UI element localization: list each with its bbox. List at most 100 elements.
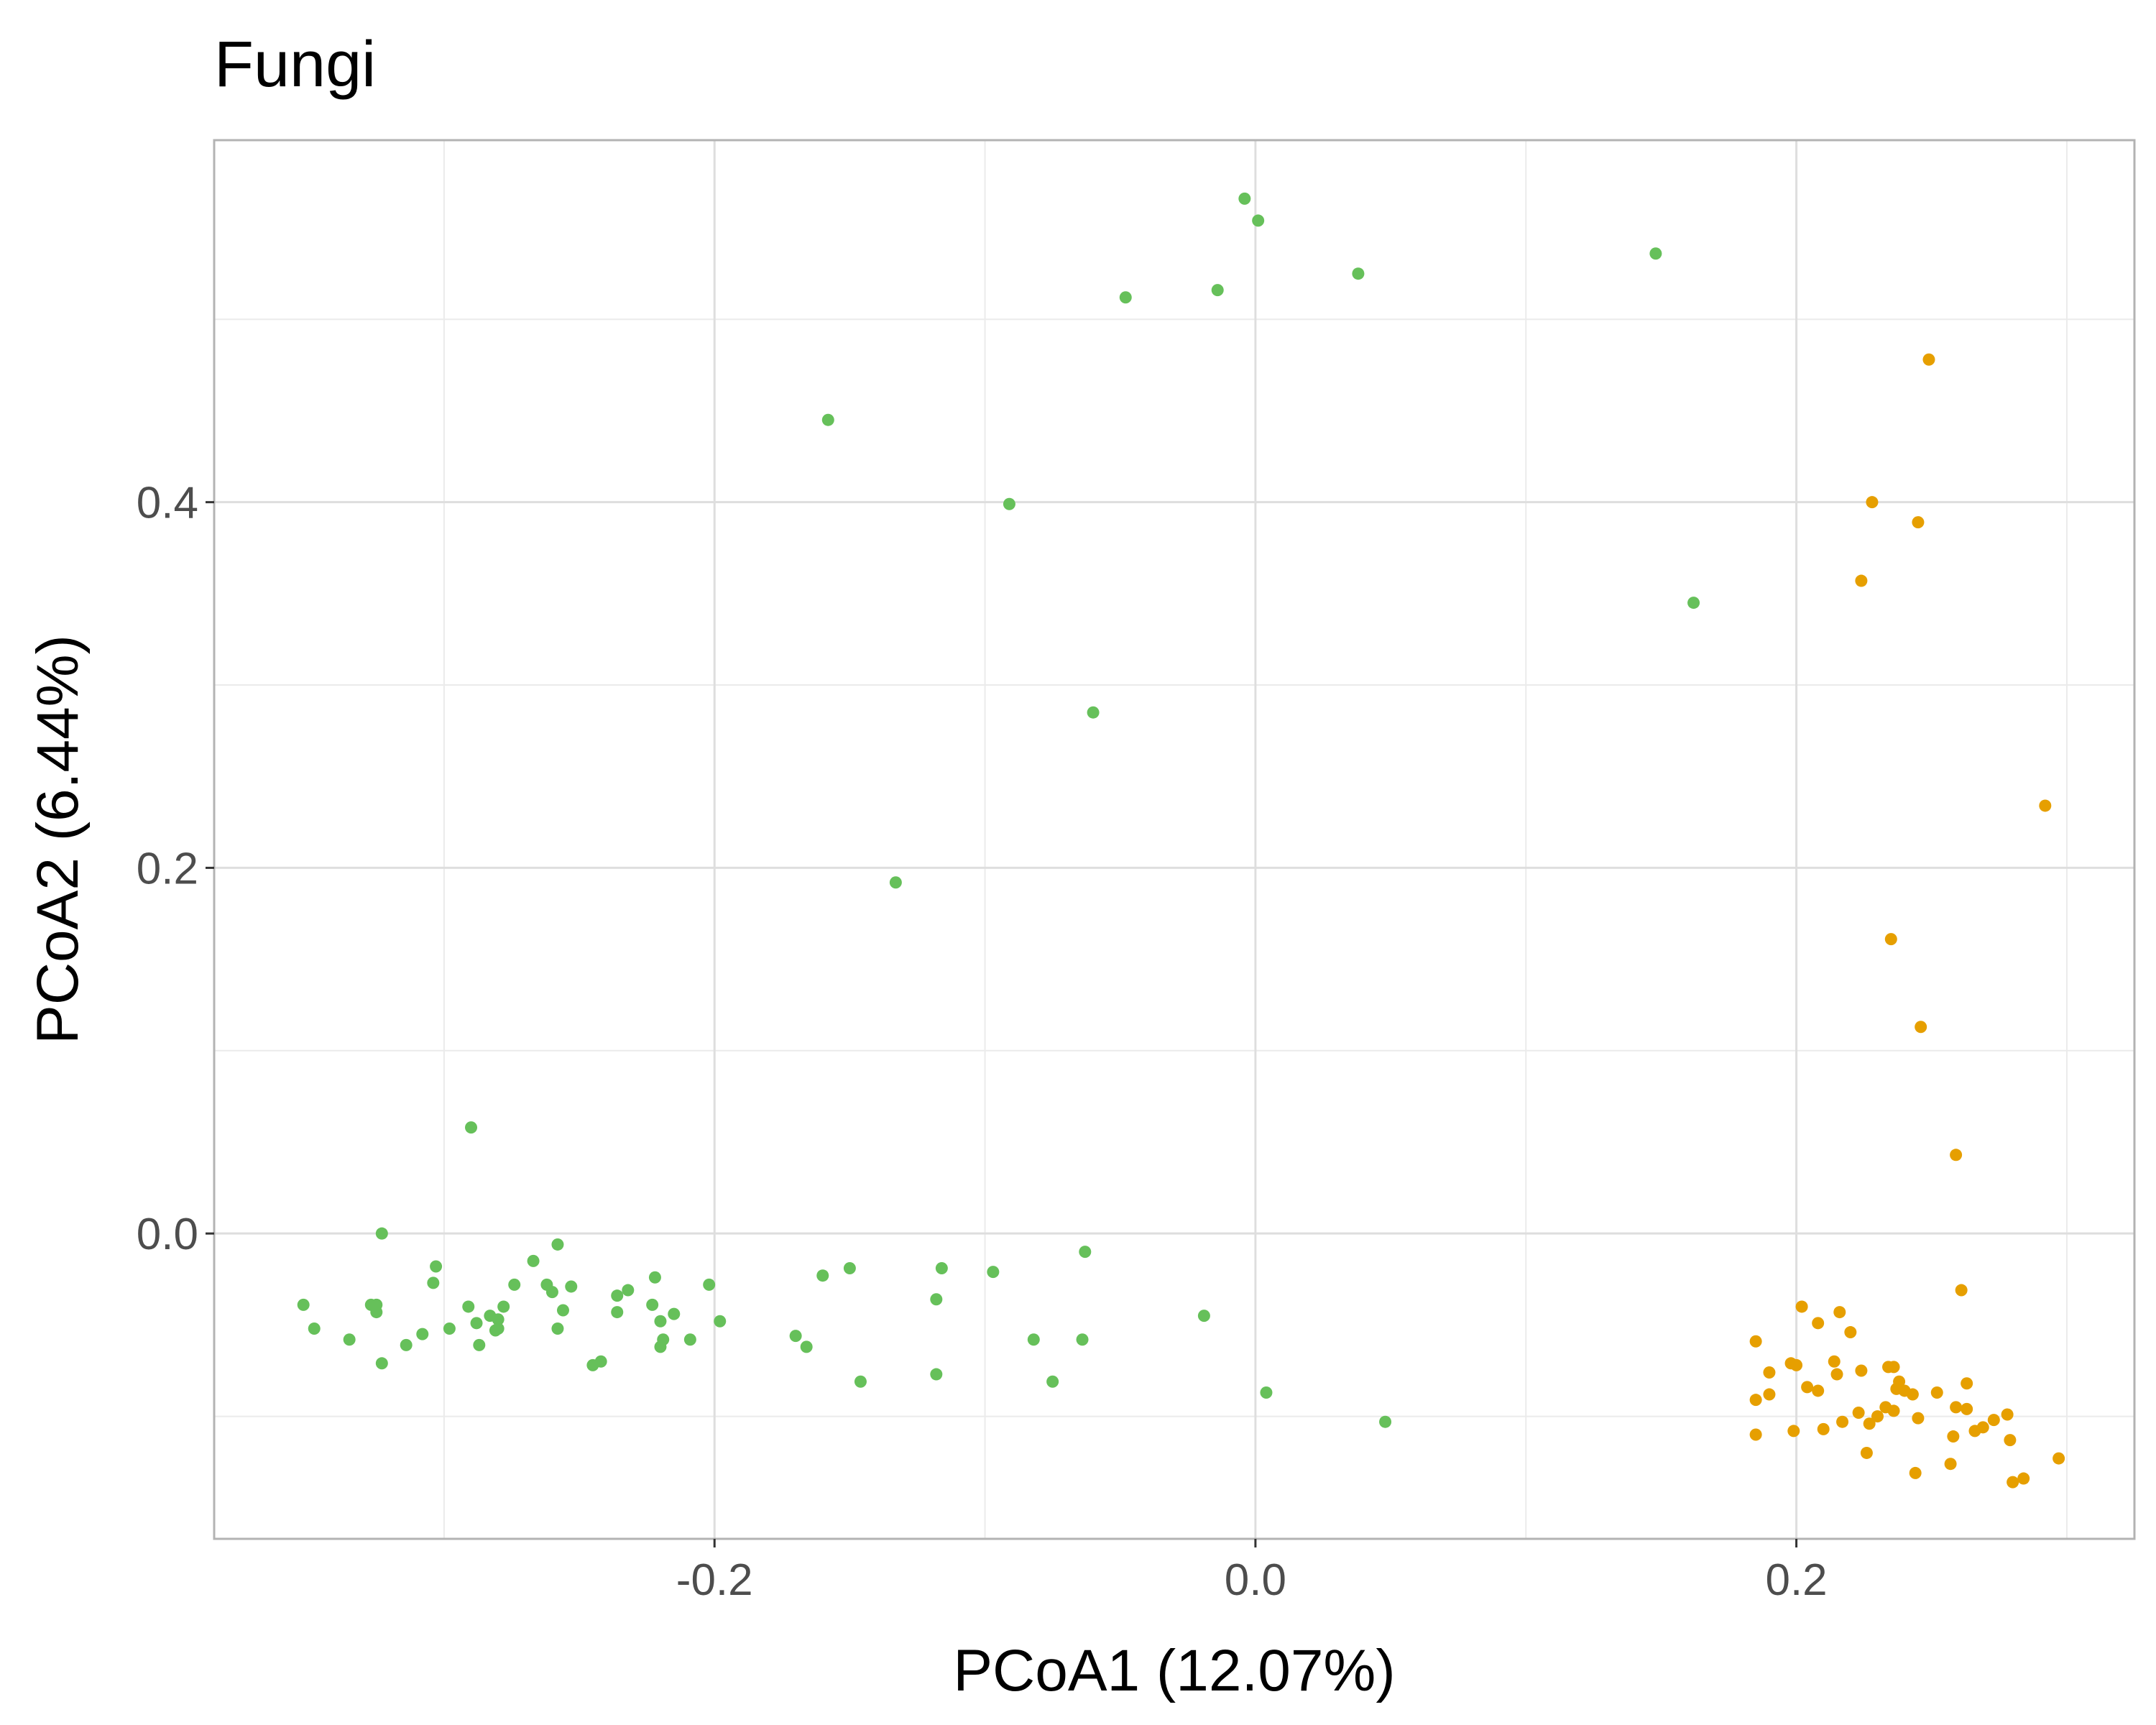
data-point [492,1313,505,1326]
data-point [1795,1300,1808,1313]
data-point [465,1121,478,1134]
data-point [565,1280,578,1293]
data-point [1812,1384,1825,1397]
data-point [375,1357,388,1370]
data-point [622,1284,635,1297]
data-point [800,1340,813,1353]
plot-panel-border [213,139,2136,1540]
data-point [1866,496,1879,509]
data-point [497,1300,510,1313]
data-point [1046,1375,1059,1388]
data-point [508,1278,521,1291]
data-point [1027,1333,1040,1346]
data-point [1197,1310,1210,1322]
data-point [427,1276,440,1289]
data-point [462,1300,475,1313]
data-point [1912,516,1925,529]
axis-ticks: -0.2 0.0 0.2 0.0 0.2 0.4 [137,479,1828,1605]
data-point [1968,1425,1981,1438]
data-point [473,1338,486,1351]
data-point [1906,1388,1919,1401]
data-point [1749,1428,1762,1441]
data-point [416,1328,429,1340]
data-point [1950,1149,1963,1162]
data-point [400,1338,413,1351]
data-point [1855,574,1868,587]
data-point [1887,1404,1900,1417]
data-point [1944,1458,1957,1471]
data-point [443,1322,456,1335]
data-point [611,1306,624,1319]
data-point [668,1307,681,1320]
data-point [930,1293,943,1306]
data-point [648,1271,661,1284]
data-point [2001,1408,2014,1421]
data-point [556,1304,569,1317]
data-point [551,1322,564,1335]
data-point [1871,1410,1884,1423]
y-tick-label: 0.2 [137,844,198,893]
data-point [297,1298,310,1311]
data-point [1828,1355,1841,1368]
data-point [1119,291,1132,304]
data-point [586,1358,599,1371]
major-gridlines [214,140,2134,1539]
x-tick-label: 0.2 [1765,1555,1827,1605]
data-point [654,1315,667,1328]
data-point [545,1286,558,1299]
data-point [1649,247,1662,260]
y-tick-label: 0.4 [137,479,198,528]
data-point [1687,597,1700,610]
data-points [297,192,2065,1489]
data-point [1955,1284,1968,1297]
data-point [2039,799,2052,812]
data-point [889,876,902,889]
data-point [1830,1368,1843,1381]
data-point [2053,1452,2065,1465]
data-point [1787,1425,1800,1438]
data-point [1003,497,1015,510]
data-point [430,1260,443,1273]
x-axis-title: PCoA1 (12.07%) [953,1638,1395,1703]
x-tick-label: 0.0 [1225,1555,1286,1605]
data-point [1950,1401,1963,1414]
data-point [1211,284,1224,297]
data-point [714,1315,727,1328]
data-point [930,1368,943,1381]
data-point [1260,1386,1273,1399]
data-point [1238,192,1251,205]
data-point [1076,1333,1089,1346]
data-point [1352,267,1365,280]
data-point [646,1298,659,1311]
data-point [1987,1414,2000,1427]
data-point [1812,1317,1825,1330]
data-point [683,1333,696,1346]
data-point [1922,353,1935,366]
data-point [1844,1326,1857,1339]
data-point [1836,1415,1849,1428]
y-tick-label: 0.0 [137,1210,198,1259]
data-point [816,1269,829,1282]
data-point [343,1333,356,1346]
data-point [489,1324,502,1337]
data-point [1252,214,1265,227]
y-axis-title: PCoA2 (6.44%) [25,635,91,1044]
data-point [370,1306,383,1319]
data-point [1915,1021,1927,1034]
data-point [854,1375,867,1388]
data-point [1961,1402,1973,1415]
data-point [1801,1381,1814,1394]
data-point [1790,1358,1803,1371]
data-point [470,1317,483,1330]
data-point [1079,1246,1092,1259]
data-point [1947,1430,1960,1443]
x-tick-label: -0.2 [676,1555,753,1605]
data-point [1887,1361,1900,1374]
data-point [2007,1476,2019,1489]
data-point [611,1289,624,1302]
data-point [1912,1412,1925,1425]
data-point [1884,933,1897,946]
data-point [1852,1406,1865,1419]
data-point [1087,706,1100,719]
